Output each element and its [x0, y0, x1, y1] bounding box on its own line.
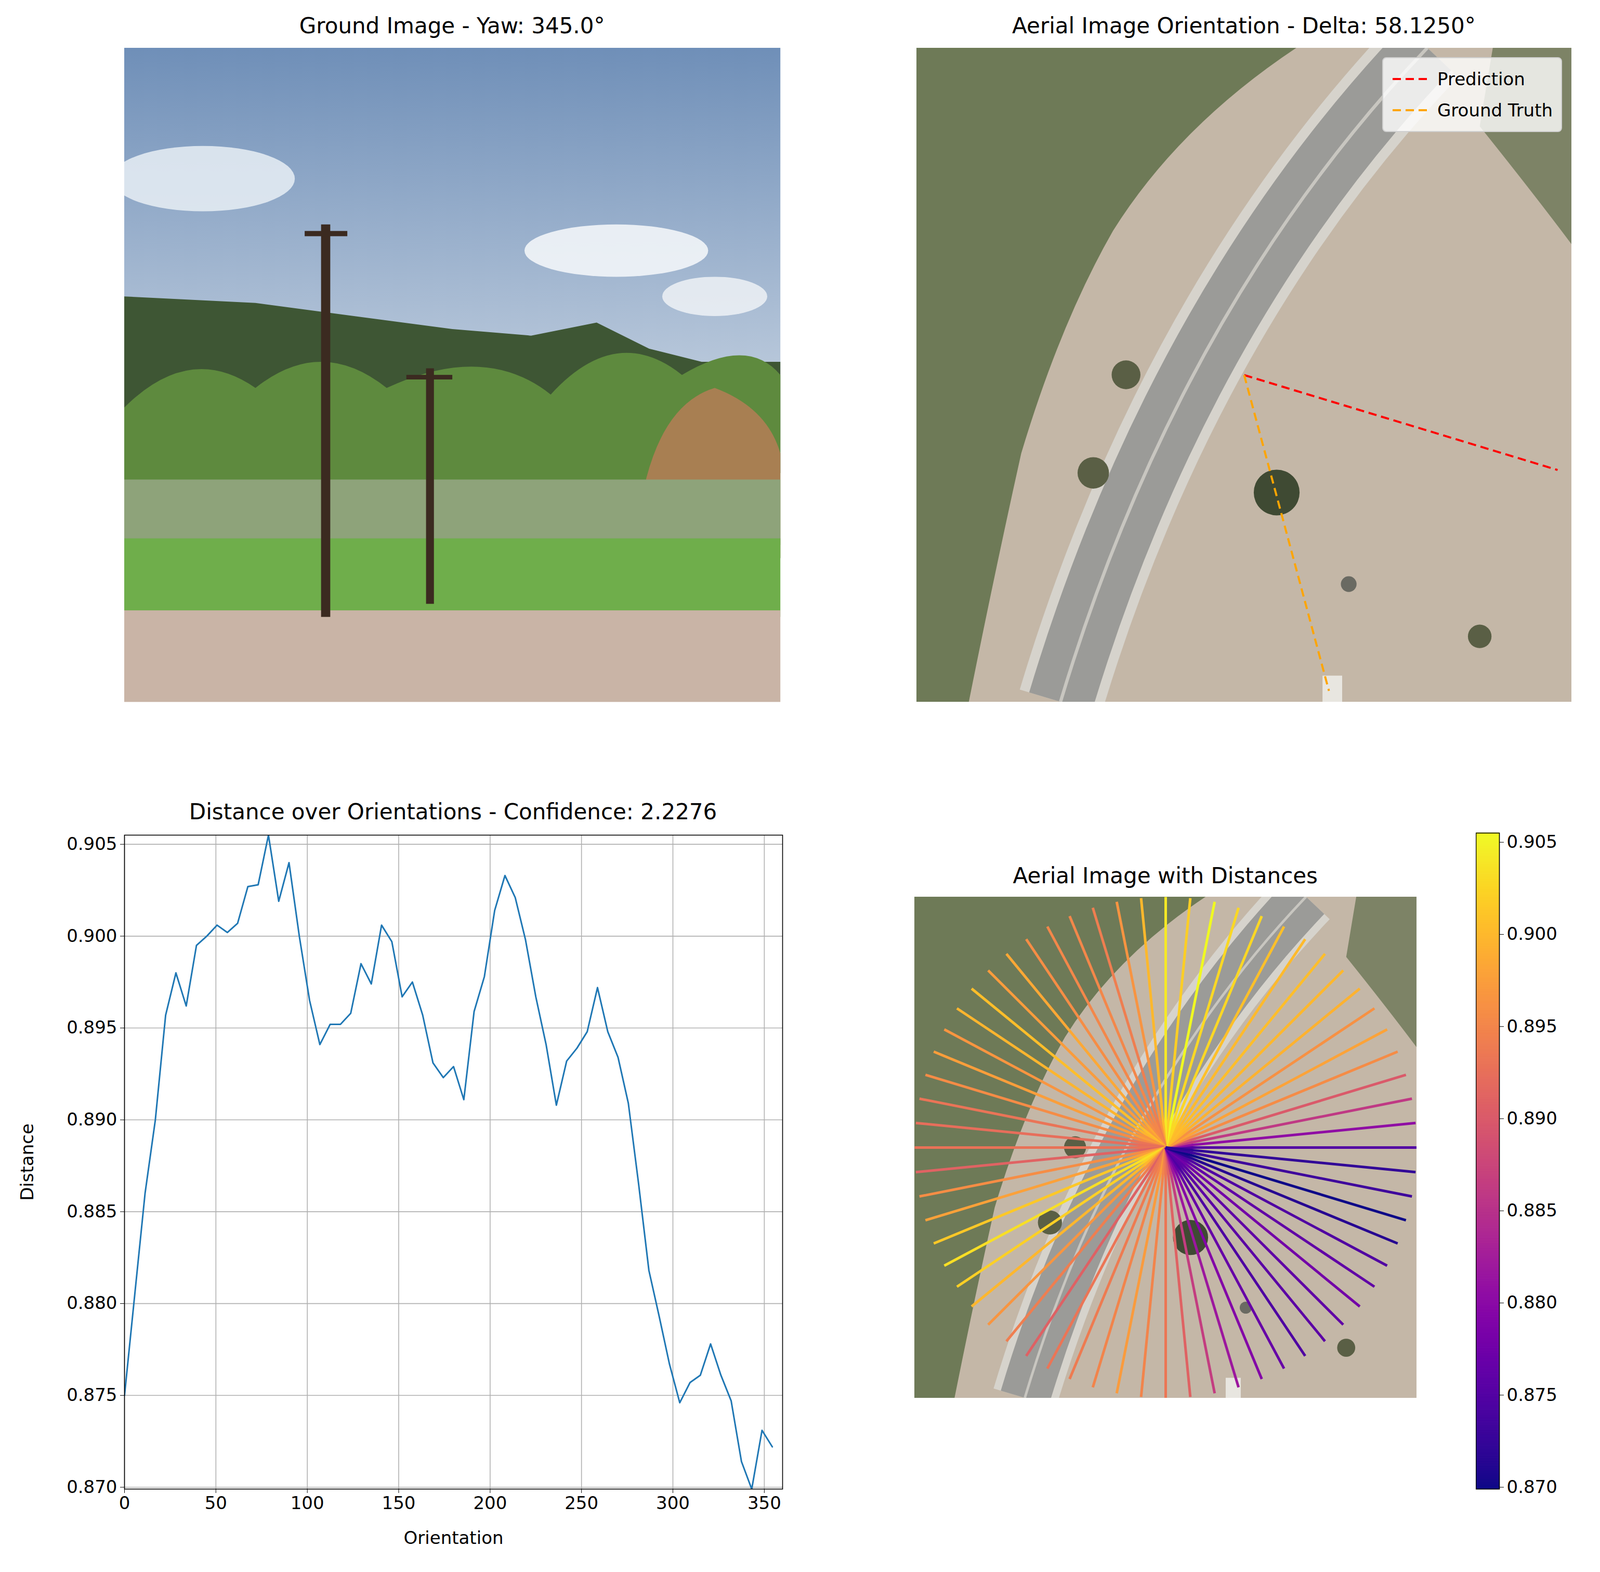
html-text:Aerial Image Orientation - Del: Aerial Image Orientation - Delta: 58.125…: [1012, 12, 1476, 39]
svg-text:0.895: 0.895: [67, 1016, 118, 1038]
svg-text:0.880: 0.880: [67, 1292, 118, 1314]
svg-text:0.895: 0.895: [1506, 1015, 1557, 1036]
svg-text:Distance: Distance: [16, 1123, 38, 1201]
svg-text:0.870: 0.870: [67, 1476, 118, 1498]
svg-text:50: 50: [204, 1491, 228, 1513]
svg-text:0.875: 0.875: [67, 1384, 118, 1406]
html-text:Prediction: Prediction: [1437, 68, 1526, 90]
svg-text:0.890: 0.890: [67, 1108, 118, 1130]
svg-text:0.885: 0.885: [67, 1200, 118, 1222]
svg-text:100: 100: [290, 1491, 325, 1513]
html-text:Ground Truth: Ground Truth: [1437, 99, 1553, 121]
svg-text:250: 250: [565, 1491, 599, 1513]
svg-text:0.905: 0.905: [67, 833, 118, 855]
svg-text:200: 200: [473, 1491, 508, 1513]
svg-text:350: 350: [747, 1491, 782, 1513]
svg-text:0.885: 0.885: [1506, 1199, 1557, 1221]
svg-text:0.900: 0.900: [67, 924, 118, 946]
svg-text:0.870: 0.870: [1506, 1476, 1557, 1498]
svg-text:300: 300: [656, 1491, 691, 1513]
svg-text:0: 0: [119, 1491, 131, 1513]
html-text:Aerial Image with Distances: Aerial Image with Distances: [1012, 862, 1318, 889]
svg-text:150: 150: [382, 1491, 416, 1513]
svg-text:0.890: 0.890: [1506, 1107, 1557, 1129]
svg-text:0.905: 0.905: [1506, 831, 1557, 852]
svg-text:0.880: 0.880: [1506, 1291, 1557, 1313]
html-text:Ground Image - Yaw: 345.0°: Ground Image - Yaw: 345.0°: [299, 12, 605, 39]
svg-text:0.900: 0.900: [1506, 923, 1557, 944]
svg-text:Orientation: Orientation: [403, 1526, 504, 1548]
html-text:Distance over Orientations - C: Distance over Orientations - Confidence:…: [189, 798, 717, 824]
svg-text:0.875: 0.875: [1506, 1383, 1557, 1405]
